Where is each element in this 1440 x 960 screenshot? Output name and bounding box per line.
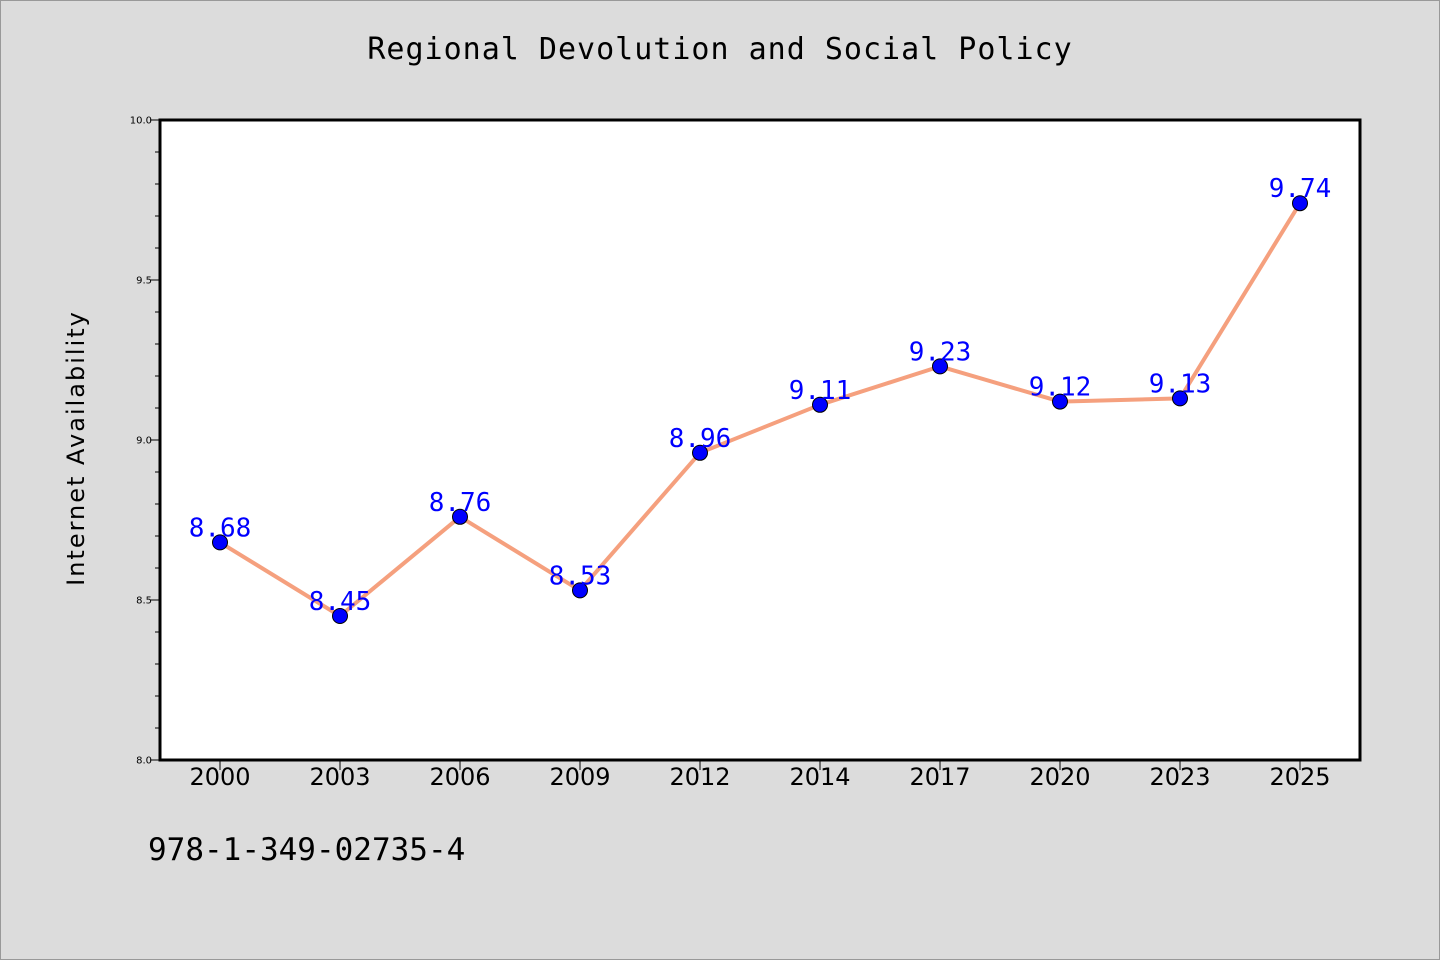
y-tick-label: 10.0 <box>130 116 152 127</box>
data-label: 8.45 <box>309 587 372 617</box>
data-label: 9.11 <box>789 376 852 406</box>
x-tick-label: 2017 <box>909 763 970 791</box>
y-tick-label: 9.0 <box>136 436 152 447</box>
plot-area <box>160 120 1360 760</box>
data-point <box>932 358 948 375</box>
plot-border <box>158 118 1362 762</box>
isbn-label: 978-1-349-02735-4 <box>148 832 466 868</box>
data-point <box>1172 390 1188 407</box>
data-label: 8.53 <box>549 561 612 591</box>
data-label: 8.68 <box>189 513 252 543</box>
x-tick-label: 2012 <box>669 763 730 791</box>
data-label: 9.12 <box>1029 373 1092 403</box>
y-tick-label: 8.5 <box>136 596 152 607</box>
x-tick-label: 2025 <box>1269 763 1330 791</box>
y-tick-label: 8.0 <box>136 756 152 767</box>
x-tick-label: 2020 <box>1029 763 1090 791</box>
data-label: 8.76 <box>429 488 492 518</box>
data-point <box>332 608 348 624</box>
data-point <box>212 534 228 551</box>
data-label: 9.13 <box>1149 369 1212 399</box>
data-point <box>1292 195 1308 212</box>
data-point <box>692 444 708 461</box>
data-label: 9.74 <box>1269 174 1332 204</box>
x-tick-label: 2009 <box>549 763 610 791</box>
y-tick-label: 9.5 <box>136 276 152 287</box>
x-tick-label: 2006 <box>429 763 490 791</box>
data-point <box>452 508 468 525</box>
data-label: 9.23 <box>909 337 972 367</box>
x-tick-label: 2000 <box>189 763 250 791</box>
series-line <box>218 201 1302 618</box>
data-point <box>812 396 828 413</box>
x-tick-label: 2003 <box>309 763 370 791</box>
data-label: 8.96 <box>669 424 732 454</box>
data-point <box>572 582 588 599</box>
x-tick-label: 2014 <box>789 763 850 791</box>
x-tick-label: 2023 <box>1149 763 1210 791</box>
chart-title: Regional Devolution and Social Policy <box>367 32 1073 67</box>
data-point <box>1052 393 1068 410</box>
